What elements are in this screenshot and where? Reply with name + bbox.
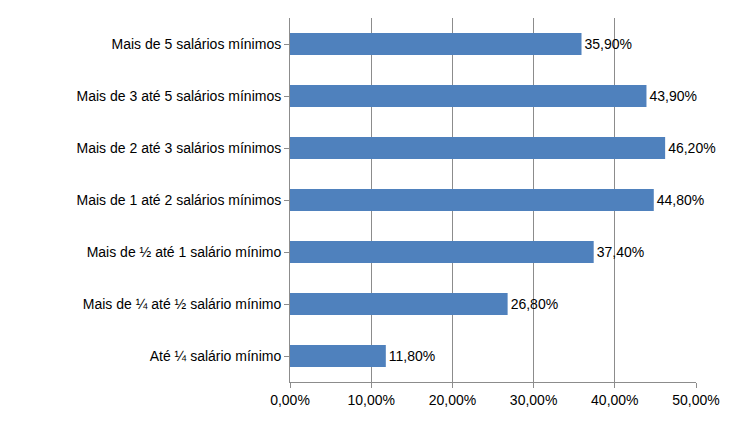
svg-text:26,80%: 26,80% [511,296,558,312]
svg-text:50,00%: 50,00% [672,392,719,408]
svg-text:0,00%: 0,00% [270,392,310,408]
svg-text:Mais de ½ até 1 salário mínimo: Mais de ½ até 1 salário mínimo [87,244,282,260]
svg-text:Mais de ¼ até ½ salário mínimo: Mais de ¼ até ½ salário mínimo [83,296,282,312]
svg-text:Mais de 5 salários mínimos: Mais de 5 salários mínimos [112,36,282,52]
svg-text:Até ¼ salário mínimo: Até ¼ salário mínimo [150,348,282,364]
svg-text:Mais de 2 até 3 salários mínim: Mais de 2 até 3 salários mínimos [77,140,282,156]
svg-text:35,90%: 35,90% [585,36,632,52]
svg-text:43,90%: 43,90% [649,88,696,104]
svg-text:Mais de 3 até 5 salários mínim: Mais de 3 até 5 salários mínimos [77,88,282,104]
svg-text:44,80%: 44,80% [657,192,704,208]
svg-text:11,80%: 11,80% [389,348,435,364]
svg-text:30,00%: 30,00% [510,392,557,408]
svg-text:Mais de 1 até 2 salários mínim: Mais de 1 até 2 salários mínimos [77,192,282,208]
svg-text:10,00%: 10,00% [347,392,394,408]
svg-text:46,20%: 46,20% [668,140,715,156]
svg-text:20,00%: 20,00% [429,392,476,408]
svg-text:40,00%: 40,00% [591,392,638,408]
svg-text:37,40%: 37,40% [597,244,644,260]
